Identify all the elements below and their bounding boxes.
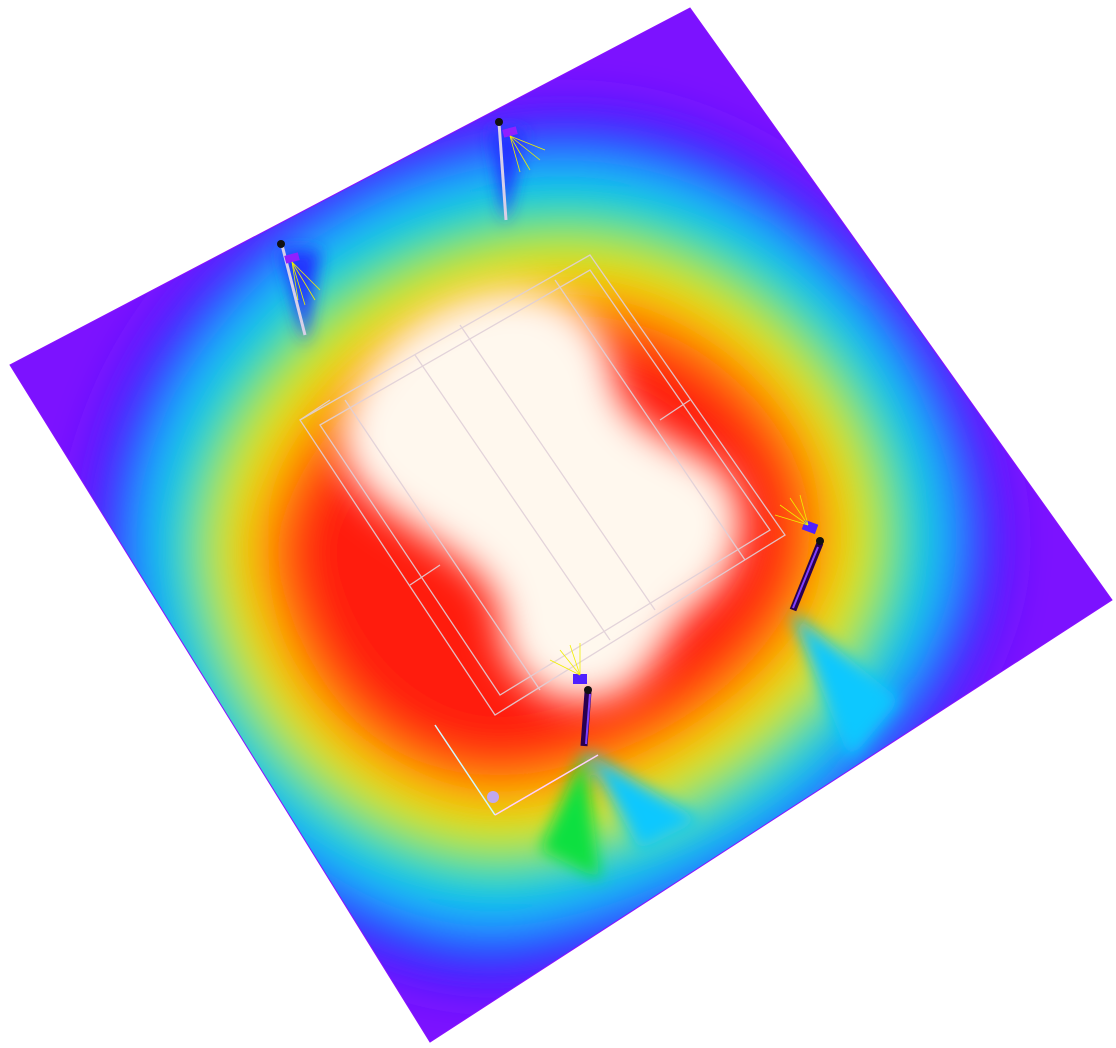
pole-cap xyxy=(816,537,824,545)
plane-outline xyxy=(9,7,1113,1043)
pole-bottom-center[interactable] xyxy=(549,643,592,747)
light-beams xyxy=(509,135,546,173)
light-beams xyxy=(549,643,581,676)
pole-cap xyxy=(277,240,285,248)
pole-cap xyxy=(495,118,503,126)
pole-highlight xyxy=(792,546,819,609)
axis-gizmo xyxy=(434,724,599,816)
pole-top-center[interactable] xyxy=(495,118,546,221)
shadow-top-center xyxy=(490,130,525,225)
light-beams xyxy=(291,261,321,306)
axis-y xyxy=(434,724,496,816)
light-fixture xyxy=(284,252,300,264)
court-net xyxy=(414,354,611,641)
court-outer xyxy=(299,254,786,716)
illuminance-plane xyxy=(10,8,1112,1042)
shadow-bottom xyxy=(585,750,700,850)
court-inner xyxy=(319,269,771,696)
court-line-a xyxy=(344,399,541,691)
court-center-line xyxy=(459,324,656,611)
pole-right[interactable] xyxy=(774,494,824,612)
pole-top-left[interactable] xyxy=(277,240,321,336)
shadow-right xyxy=(790,610,900,760)
axis-origin-marker xyxy=(487,791,499,803)
court-line-b xyxy=(554,279,746,561)
light-fixture xyxy=(573,674,587,684)
pole-shaft xyxy=(497,122,508,221)
axis-x xyxy=(494,754,599,816)
pole-highlight xyxy=(585,693,591,745)
court-tick-1 xyxy=(299,399,331,421)
court-tick-3 xyxy=(659,399,691,421)
light-beams xyxy=(774,494,809,526)
pole-shaft xyxy=(580,691,592,747)
light-fixture xyxy=(502,126,518,138)
court-tick-2 xyxy=(409,564,441,586)
pole-cap xyxy=(584,686,592,694)
court-lines xyxy=(299,254,786,716)
shadow-bottom-left xyxy=(540,750,600,880)
